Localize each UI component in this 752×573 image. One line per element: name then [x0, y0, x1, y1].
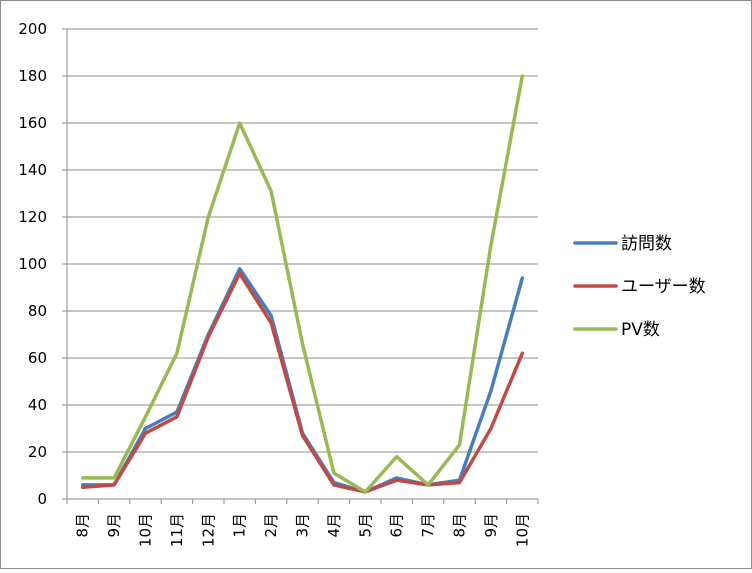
legend-label-0: 訪問数: [621, 234, 672, 254]
x-tick-label: 7月: [419, 513, 437, 538]
x-tick-label: 10月: [513, 513, 531, 547]
y-tick-label: 60: [28, 349, 47, 367]
y-tick-label: 100: [18, 255, 47, 273]
y-tick-label: 160: [18, 114, 47, 132]
series-line-1: [80, 271, 525, 494]
series-line-2: [80, 74, 525, 494]
legend-label-2: PV数: [621, 320, 660, 340]
axes: [62, 28, 539, 504]
x-tick-label: 2月: [262, 513, 280, 538]
x-tick-label: 11月: [168, 513, 186, 547]
x-tick-label: 4月: [325, 513, 343, 538]
x-tick-label: 8月: [451, 513, 469, 538]
x-tick-label: 5月: [356, 513, 374, 538]
y-tick-label: 80: [28, 302, 47, 320]
series-lines: [80, 74, 525, 494]
series-line-0: [80, 266, 525, 494]
x-tick-label: 12月: [199, 513, 217, 547]
x-tick-label: 6月: [388, 513, 406, 538]
y-tick-label: 200: [18, 20, 47, 38]
x-axis-ticks: 8月 9月 10月 11月 12月 1月 2月 3月 4月 5月 6月 7月 8月 9月 10月: [74, 513, 532, 547]
x-tick-label: 3月: [294, 513, 312, 538]
y-axis-ticks: 0 20 40 60 80 100 120 140 160 180 200: [18, 20, 47, 508]
y-tick-label: 40: [28, 396, 47, 414]
x-tick-label: 9月: [482, 513, 500, 538]
x-tick-label: 1月: [231, 513, 249, 538]
y-tick-label: 180: [18, 67, 47, 85]
y-tick-label: 140: [18, 161, 47, 179]
y-tick-label: 120: [18, 208, 47, 226]
y-tick-label: 20: [28, 443, 47, 461]
x-tick-label: 10月: [137, 513, 155, 547]
y-tick-label: 0: [37, 490, 47, 508]
x-tick-label: 8月: [74, 513, 92, 538]
legend-label-1: ユーザー数: [621, 277, 706, 297]
x-tick-label: 9月: [105, 513, 123, 538]
gridlines: [67, 28, 538, 453]
